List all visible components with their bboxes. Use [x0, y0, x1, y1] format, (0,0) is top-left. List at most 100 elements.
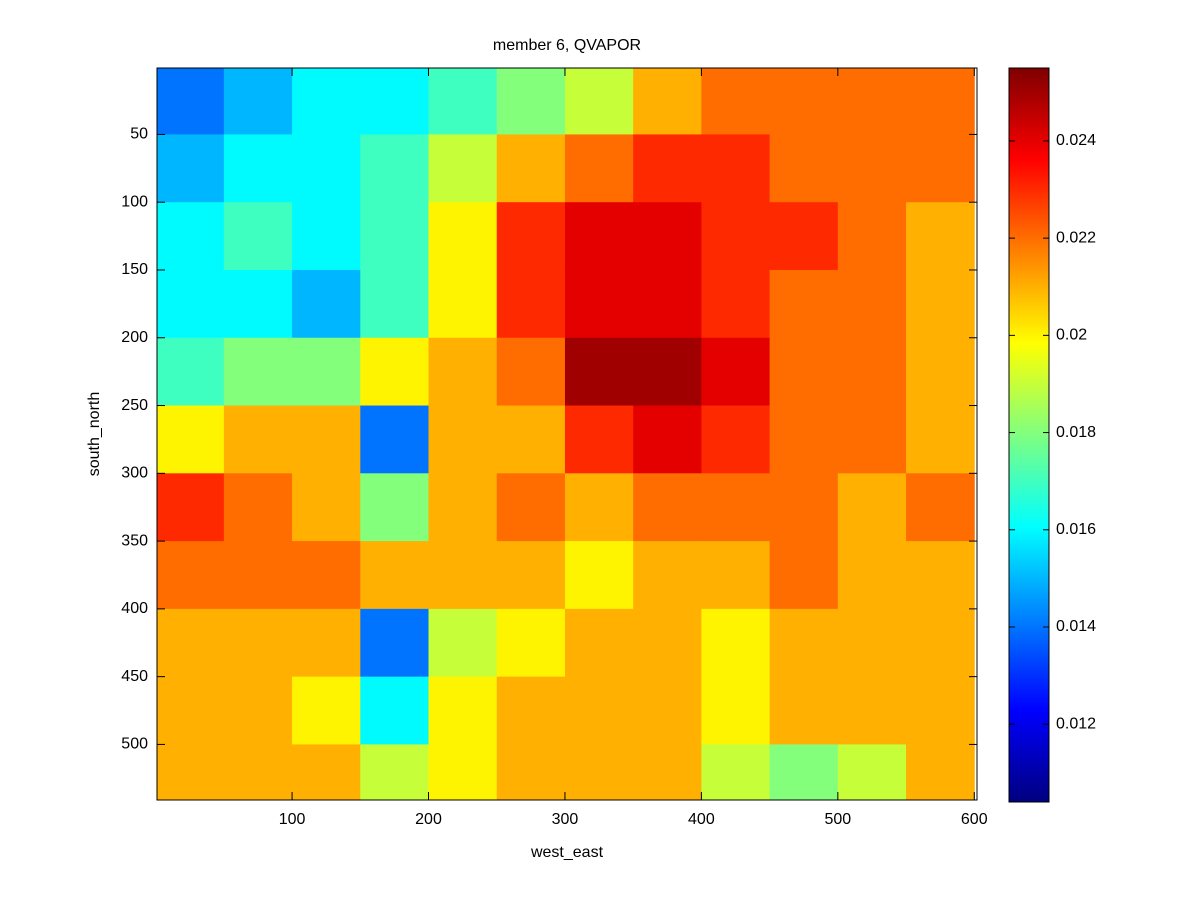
heat-cell: [701, 744, 771, 800]
y-axis-label: south_north: [86, 392, 103, 477]
y-tick-label: 50: [130, 126, 148, 143]
heat-cell: [360, 405, 430, 474]
heat-cell: [837, 269, 907, 339]
heat-cell: [292, 676, 361, 745]
heat-cell: [769, 541, 839, 610]
heat-cell: [906, 473, 975, 542]
heat-cell: [837, 68, 907, 135]
heat-cell: [496, 134, 566, 203]
heat-cell: [837, 744, 907, 800]
heat-cell: [157, 269, 225, 339]
heat-cell: [701, 134, 771, 203]
heat-cell: [428, 202, 498, 271]
heat-cell: [496, 269, 566, 339]
y-tick-label: 350: [121, 532, 148, 549]
x-axis-label: west_east: [530, 844, 604, 861]
heat-cell: [769, 134, 839, 203]
y-tick-label: 150: [121, 261, 148, 278]
heat-cell: [496, 68, 566, 135]
heat-cell: [223, 68, 293, 135]
heat-cell: [769, 608, 839, 678]
heat-cell: [223, 134, 293, 203]
heat-cell: [564, 608, 634, 678]
heat-cell: [292, 68, 361, 135]
heat-cell: [701, 337, 771, 407]
heat-cell: [564, 541, 634, 610]
heat-cell: [633, 744, 702, 800]
heat-cell: [360, 269, 430, 339]
heat-cell: [223, 405, 293, 474]
heat-cell: [292, 541, 361, 610]
heat-cell: [633, 676, 702, 745]
heat-cell: [837, 473, 907, 542]
x-tick-label: 300: [552, 811, 579, 828]
heat-cell: [292, 405, 361, 474]
heat-cell: [769, 68, 839, 135]
heat-cell: [769, 269, 839, 339]
heat-cell: [633, 68, 702, 135]
heat-cell: [564, 676, 634, 745]
heat-cell: [701, 608, 771, 678]
heat-cell: [360, 473, 430, 542]
heat-cell: [906, 337, 975, 407]
heat-cell: [428, 134, 498, 203]
heat-cell: [564, 337, 634, 407]
heat-cell: [157, 405, 225, 474]
heat-cell: [496, 473, 566, 542]
heat-cell: [360, 134, 430, 203]
heat-cell: [157, 473, 225, 542]
y-tick-label: 100: [121, 193, 148, 210]
heat-cell: [633, 608, 702, 678]
heat-cell: [360, 541, 430, 610]
heat-cell: [906, 541, 975, 610]
heat-cell: [428, 68, 498, 135]
colorbar-tick-label: 0.014: [1056, 618, 1096, 635]
heat-cell: [837, 405, 907, 474]
heat-cell: [428, 473, 498, 542]
heat-cell: [769, 202, 839, 271]
heat-cell: [428, 405, 498, 474]
heat-cell: [837, 337, 907, 407]
y-tick-label: 250: [121, 397, 148, 414]
heat-cell: [633, 202, 702, 271]
heat-cell: [906, 405, 975, 474]
heat-cell: [837, 676, 907, 745]
heat-cell: [223, 541, 293, 610]
colorbar-tick-label: 0.02: [1056, 327, 1087, 344]
heat-cell: [157, 337, 225, 407]
heat-cell: [496, 676, 566, 745]
heat-cell: [701, 68, 771, 135]
colorbar-tick-label: 0.012: [1056, 715, 1096, 732]
heat-cell: [157, 541, 225, 610]
heat-cell: [223, 473, 293, 542]
heat-cell: [701, 405, 771, 474]
heat-cell: [701, 473, 771, 542]
heat-cell: [564, 744, 634, 800]
heat-cell: [360, 744, 430, 800]
y-tick-label: 500: [121, 736, 148, 753]
heat-cell: [428, 676, 498, 745]
x-tick-label: 200: [415, 811, 442, 828]
heat-cell: [701, 269, 771, 339]
heat-cell: [906, 744, 975, 800]
heat-cell: [360, 608, 430, 678]
heat-cell: [906, 134, 975, 203]
heat-cell: [837, 608, 907, 678]
heat-cell: [564, 473, 634, 542]
colorbar-tick-label: 0.022: [1056, 229, 1096, 246]
heat-cell: [157, 608, 225, 678]
axes-box: [156, 67, 978, 801]
heat-cell: [223, 202, 293, 271]
heat-cell: [837, 134, 907, 203]
heat-cell: [157, 744, 225, 800]
heat-cell: [496, 337, 566, 407]
heat-cell: [223, 337, 293, 407]
y-tick-label: 300: [121, 465, 148, 482]
heat-cell: [157, 676, 225, 745]
x-tick-label: 500: [824, 811, 851, 828]
heat-cell: [292, 473, 361, 542]
heat-cell: [769, 337, 839, 407]
heat-cell: [360, 68, 430, 135]
heatmap: [157, 68, 975, 800]
